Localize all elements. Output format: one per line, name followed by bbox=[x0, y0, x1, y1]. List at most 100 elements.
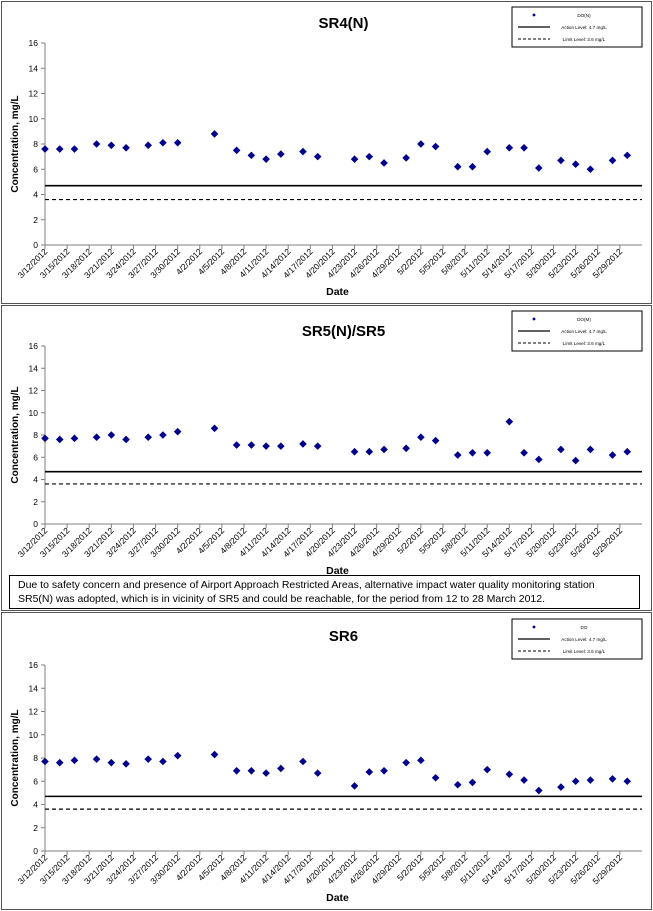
data-point bbox=[365, 768, 374, 776]
data-point bbox=[453, 451, 462, 459]
data-point bbox=[313, 769, 322, 777]
data-point bbox=[107, 758, 116, 767]
legend-label: Action Level: 4.7 mg/L bbox=[561, 329, 607, 334]
data-point bbox=[313, 442, 322, 450]
data-point bbox=[232, 441, 241, 449]
data-point bbox=[571, 777, 580, 786]
y-tick-label: 8 bbox=[33, 430, 38, 440]
data-point bbox=[173, 751, 182, 760]
data-point bbox=[210, 130, 219, 138]
y-tick-label: 6 bbox=[33, 164, 38, 174]
data-point bbox=[159, 757, 167, 766]
data-point bbox=[453, 780, 462, 789]
data-point bbox=[107, 431, 116, 439]
data-point bbox=[417, 756, 425, 765]
data-point bbox=[122, 143, 130, 152]
data-point bbox=[483, 147, 492, 156]
data-point bbox=[468, 162, 477, 171]
data-point bbox=[173, 427, 182, 436]
data-point bbox=[350, 447, 359, 456]
data-point bbox=[468, 778, 477, 787]
data-point bbox=[535, 455, 543, 464]
y-tick-label: 8 bbox=[33, 753, 38, 763]
data-point bbox=[623, 151, 632, 160]
chart-panel-sr4n: SR4(N) 0 2 4 6 8 10 12 14 16 Concentration, mg/L 3/… bbox=[1, 1, 652, 304]
data-point bbox=[92, 140, 101, 148]
y-axis-label: Concentration, mg/L bbox=[10, 95, 21, 192]
data-point bbox=[402, 758, 410, 767]
data-point bbox=[571, 160, 580, 168]
data-point bbox=[277, 442, 285, 450]
legend-marker bbox=[532, 317, 536, 321]
legend-marker bbox=[532, 13, 536, 17]
data-point bbox=[92, 433, 101, 442]
data-point bbox=[586, 776, 595, 784]
data-point bbox=[262, 155, 270, 163]
x-axis-label: Date bbox=[326, 286, 349, 298]
data-point bbox=[431, 142, 440, 151]
data-point bbox=[262, 769, 270, 777]
legend-label: DO bbox=[581, 625, 588, 630]
data-point bbox=[277, 150, 285, 158]
x-axis-label: Date bbox=[326, 892, 349, 904]
data-point bbox=[350, 155, 359, 163]
data-point bbox=[586, 445, 595, 454]
data-point bbox=[277, 764, 285, 773]
legend-marker bbox=[532, 625, 536, 629]
y-tick-label: 6 bbox=[33, 776, 38, 786]
y-tick-label: 4 bbox=[33, 800, 38, 810]
data-point bbox=[520, 143, 528, 152]
data-point bbox=[431, 773, 440, 782]
data-point bbox=[247, 441, 256, 449]
data-point bbox=[159, 138, 167, 147]
data-point bbox=[55, 758, 64, 767]
legend-label: DO(M) bbox=[577, 317, 591, 322]
y-tick-label: 0 bbox=[33, 240, 38, 250]
data-point bbox=[144, 433, 152, 442]
data-point bbox=[70, 145, 79, 153]
y-tick-label: 0 bbox=[33, 846, 38, 856]
y-tick-label: 8 bbox=[33, 139, 38, 149]
data-point bbox=[210, 424, 219, 433]
data-point bbox=[210, 750, 219, 759]
data-point bbox=[535, 164, 543, 172]
legend-label: Action Level: 4.7 mg/L bbox=[561, 637, 607, 642]
y-tick-label: 14 bbox=[29, 683, 39, 693]
y-tick-label: 10 bbox=[29, 114, 39, 124]
data-point bbox=[41, 145, 49, 153]
legend-label: Action Level: 4.7 mg/L bbox=[561, 25, 607, 30]
y-axis-label: Concentration, mg/L bbox=[10, 386, 21, 483]
data-point bbox=[41, 434, 49, 443]
data-point bbox=[505, 770, 514, 779]
data-point bbox=[380, 766, 388, 775]
data-point bbox=[468, 449, 477, 457]
data-point bbox=[586, 165, 595, 174]
data-point bbox=[365, 447, 374, 456]
y-tick-label: 2 bbox=[33, 215, 38, 225]
data-point bbox=[557, 156, 565, 165]
chart-title: SR4(N) bbox=[318, 15, 368, 32]
data-point bbox=[299, 147, 307, 156]
data-point bbox=[122, 435, 130, 444]
data-point bbox=[380, 445, 388, 454]
legend-label: Limit Level: 3.6 mg/L bbox=[563, 341, 606, 346]
data-point bbox=[535, 786, 543, 795]
data-point bbox=[144, 141, 152, 150]
chart-title: SR6 bbox=[329, 628, 358, 645]
x-axis-label: Date bbox=[326, 565, 349, 577]
y-tick-label: 4 bbox=[33, 190, 38, 200]
data-point bbox=[402, 444, 410, 453]
chart-panel-sr6: SR6 0 2 4 6 8 10 12 14 16 Concentration, mg/L 3/12/… bbox=[1, 612, 652, 910]
y-tick-label: 14 bbox=[29, 63, 39, 73]
data-point bbox=[55, 145, 64, 153]
data-point bbox=[608, 451, 617, 459]
data-point bbox=[107, 141, 116, 150]
data-point bbox=[232, 146, 241, 155]
y-axis-label: Concentration, mg/L bbox=[10, 709, 21, 806]
data-point bbox=[144, 755, 152, 763]
data-point bbox=[505, 417, 514, 426]
y-tick-label: 12 bbox=[29, 707, 39, 717]
legend-label: DO(N) bbox=[577, 13, 591, 18]
